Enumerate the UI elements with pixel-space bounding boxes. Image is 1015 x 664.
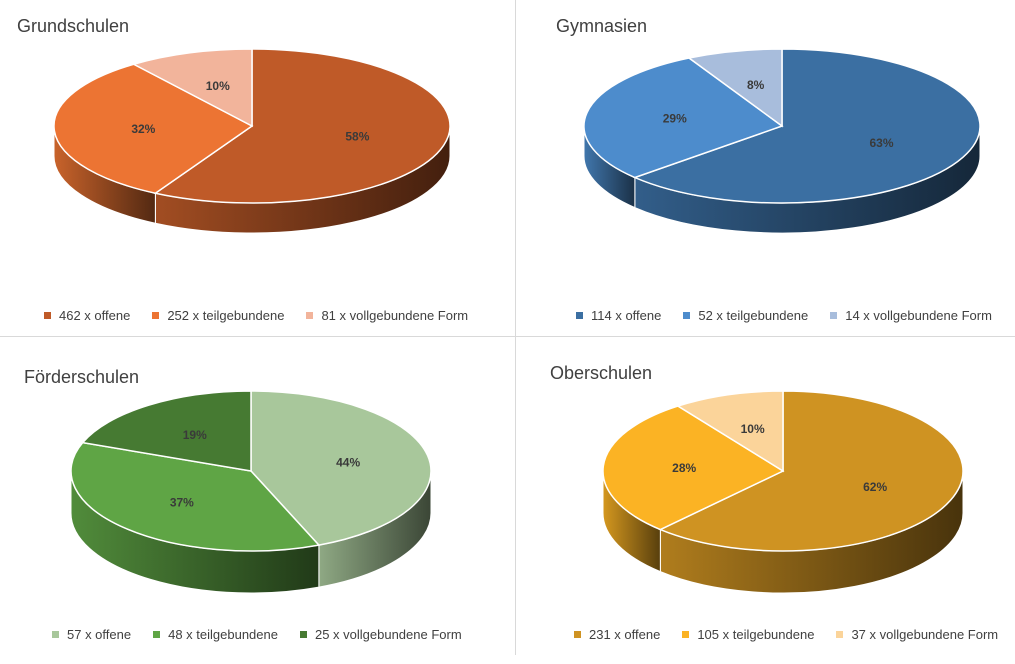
legend-label: 231 x offene [589, 627, 661, 642]
data-label: 37% [170, 495, 194, 509]
legend-item: 81 x vollgebundene Form [306, 308, 468, 323]
pie-chart: 44% 37% 19% [70, 390, 432, 594]
legend-label: 25 x vollgebundene Form [314, 627, 462, 642]
legend-item: 25 x vollgebundene Form [299, 627, 462, 642]
legend-swatch [153, 631, 161, 638]
pie-slice [632, 48, 981, 204]
data-label: 32% [131, 122, 155, 136]
panel-divider-vertical [515, 0, 516, 655]
legend-label: 48 x teilgebundene [168, 627, 278, 642]
pie-slice [70, 441, 321, 552]
data-label: 44% [336, 456, 360, 470]
legend-label: 14 x vollgebundene Form [845, 308, 992, 323]
chart-title: Oberschulen [550, 363, 653, 383]
legend-swatch [306, 312, 314, 319]
pie-chart: 63% 29% 8% [583, 48, 981, 234]
data-label: 28% [672, 461, 696, 475]
chart-title: Förderschulen [24, 367, 140, 387]
pie-slice [81, 390, 252, 472]
data-label: 63% [869, 136, 893, 150]
legend-label: 252 x teilgebundene [167, 308, 285, 323]
data-label: 10% [206, 79, 230, 93]
chart-panel: Gymnasien 63% 29% 8% 114 x offene 52 x teilge… [509, 0, 1015, 327]
legend-swatch [299, 631, 307, 638]
pie-slice [583, 57, 784, 179]
chart-title: Grundschulen [17, 16, 130, 36]
data-label: 19% [183, 428, 207, 442]
legend-swatch [576, 312, 583, 319]
legend-swatch [683, 312, 691, 319]
legend-item: 252 x teilgebundene [152, 308, 284, 323]
chart-legend: 231 x offene 105 x teilgebundene 37 x voll… [574, 627, 998, 642]
pie-slice [676, 390, 784, 473]
legend-item: 37 x vollgebundene Form [836, 627, 998, 642]
pie-slice [658, 390, 964, 552]
data-label: 29% [663, 112, 687, 126]
chart-legend: 114 x offene 52 x teilgebundene 14 x vollg… [576, 308, 992, 323]
legend-label: 57 x offene [67, 627, 132, 642]
legend-swatch [44, 312, 51, 319]
data-label: 8% [747, 78, 765, 92]
legend-swatch [836, 631, 844, 638]
legend-swatch [52, 631, 59, 638]
chart-panel: Grundschulen 58% 32% 10% 462 x offene 252 x t… [0, 0, 506, 327]
legend-item: 48 x teilgebundene [153, 627, 278, 642]
legend-item: 14 x vollgebundene Form [830, 308, 992, 323]
legend-item: 462 x offene [44, 308, 130, 323]
pie-slice [602, 405, 785, 531]
legend-swatch [152, 312, 160, 319]
legend-label: 81 x vollgebundene Form [321, 308, 469, 323]
chart-panel: Förderschulen 44% 37% 19% 57 x offene 48 x te… [0, 337, 506, 664]
legend-swatch [682, 631, 690, 638]
legend-label: 37 x vollgebundene Form [851, 627, 999, 642]
data-label: 58% [345, 130, 369, 144]
pie-chart: 62% 28% 10% [602, 390, 964, 594]
chart-legend: 57 x offene 48 x teilgebundene 25 x vollge… [52, 627, 462, 642]
legend-item: 57 x offene [52, 627, 131, 642]
chart-panel: Oberschulen 62% 28% 10% 231 x offene 105 x te… [509, 337, 1015, 664]
legend-label: 52 x teilgebundene [698, 308, 809, 323]
legend-label: 105 x teilgebundene [697, 627, 815, 642]
pie-slice [687, 48, 783, 128]
data-label: 62% [863, 480, 887, 494]
legend-item: 114 x offene [576, 308, 661, 323]
legend-label: 462 x offene [59, 308, 131, 323]
chart-legend: 462 x offene 252 x teilgebundene 81 x voll… [44, 308, 468, 323]
legend-item: 105 x teilgebundene [682, 627, 814, 642]
data-label: 10% [741, 422, 765, 436]
legend-swatch [574, 631, 581, 638]
panel-divider-horizontal [0, 336, 1015, 337]
pie-chart: 58% 32% 10% [53, 48, 451, 234]
chart-title: Gymnasien [556, 16, 648, 36]
pie-slice [250, 390, 432, 546]
pie-slice [153, 48, 451, 204]
pie-slice [131, 48, 253, 128]
legend-item: 52 x teilgebundene [683, 308, 808, 323]
pie-slice [53, 63, 254, 195]
legend-item: 231 x offene [574, 627, 660, 642]
legend-label: 114 x offene [591, 308, 662, 323]
legend-swatch [830, 312, 838, 319]
